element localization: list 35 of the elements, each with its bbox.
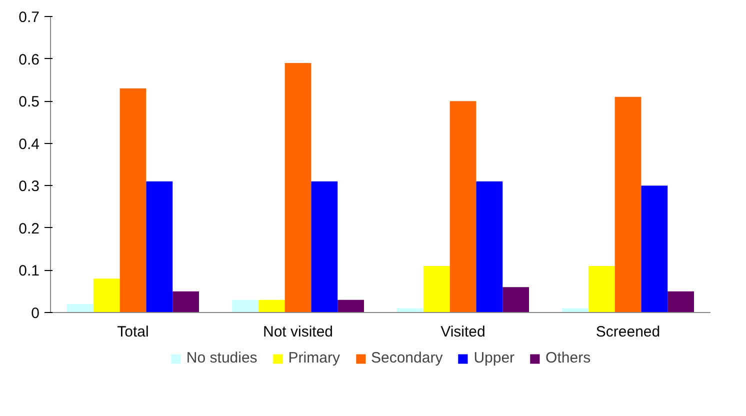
bar [502, 287, 529, 312]
legend-label: Secondary [370, 350, 443, 366]
bar [232, 300, 258, 312]
bar [172, 291, 199, 312]
bar [284, 63, 312, 312]
bar [614, 96, 642, 312]
x-tick-label: Not visited [262, 324, 334, 340]
bar [146, 181, 173, 312]
y-tick-label: 0 [31, 305, 40, 322]
legend-label: Primary [288, 350, 340, 366]
y-tick-label: 0.4 [18, 136, 40, 153]
bar [588, 266, 615, 312]
bar [67, 304, 94, 312]
y-tick-label: 0.5 [18, 94, 40, 111]
bar [668, 291, 694, 312]
bar [423, 266, 450, 312]
legend-label: Others [546, 350, 591, 366]
bar [258, 300, 285, 312]
bar [641, 186, 668, 312]
y-tick-label: 0.3 [18, 178, 40, 196]
bar [120, 88, 146, 312]
y-tick-label: 0.1 [18, 262, 40, 280]
bar [476, 181, 503, 312]
legend-label: Upper [474, 350, 515, 366]
legend-label: No studies [186, 350, 258, 366]
x-tick-label: Visited [440, 324, 486, 340]
y-tick-label: 0.7 [18, 9, 40, 26]
x-tick-label: Total [117, 324, 149, 340]
bar [311, 181, 338, 312]
x-tick-label: Screened [596, 324, 660, 340]
y-tick-label: 0.6 [18, 51, 40, 68]
bar [93, 278, 120, 312]
bar [450, 101, 476, 312]
bar [338, 300, 364, 312]
y-tick-label: 0.2 [18, 220, 40, 238]
